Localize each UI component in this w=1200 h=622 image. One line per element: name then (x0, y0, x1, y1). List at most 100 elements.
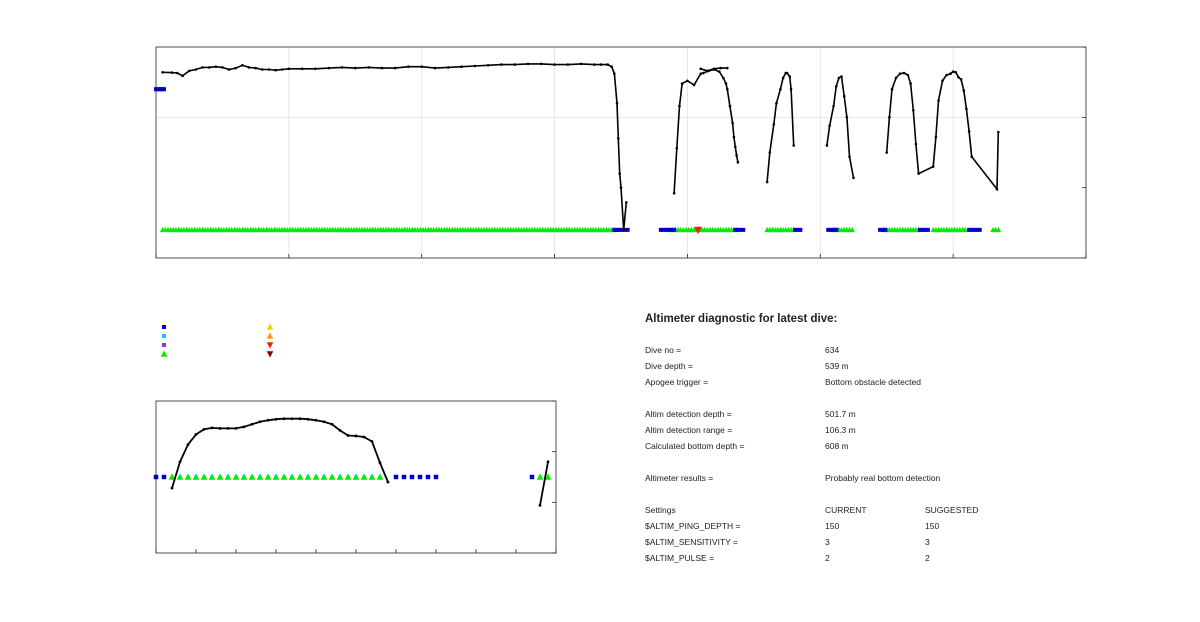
tde-no-return-marker (735, 227, 740, 232)
depth-point (407, 65, 410, 68)
depth-point (274, 68, 277, 72)
tde-no-return-marker (925, 227, 930, 232)
last-50-dives-chart (153, 400, 557, 554)
bod-real-return-marker (336, 473, 344, 480)
altimeter-diagnostic-panel: Altimeter diagnostic for latest dive: Di… (645, 313, 1165, 569)
depth-line (826, 75, 855, 178)
bod-real-return-marker (280, 473, 288, 480)
bod-real-return-marker (368, 473, 376, 480)
depth-point (736, 161, 740, 164)
bod-real-return-marker (296, 473, 304, 480)
results-value: Probably real bottom detection (825, 473, 941, 483)
legend (160, 323, 274, 358)
tde-no-return-marker (664, 227, 669, 232)
depth-line (539, 461, 549, 506)
tde-no-return-marker (622, 227, 627, 232)
depth-point (890, 87, 894, 91)
depth-point (338, 428, 342, 432)
depth-point (725, 66, 729, 70)
depth-point (267, 68, 271, 71)
depth-point (460, 65, 463, 68)
depth-point (772, 123, 776, 126)
tde-no-return-marker (672, 227, 677, 232)
tde-no-return-marker (741, 227, 746, 232)
pulse-current: 2 (825, 553, 830, 563)
depth-point (959, 78, 963, 81)
depth-point (380, 66, 384, 70)
bod-real-return-marker (544, 473, 552, 480)
depth-point (789, 87, 793, 91)
ping-depth-row: $ALTIM_PING_DEPTH = 150 150 (645, 521, 1165, 537)
depth-point (433, 66, 437, 70)
depth-point (362, 435, 366, 439)
legend-marker-bod-false-return (266, 332, 274, 339)
bod-real-return-marker (320, 473, 328, 480)
bod-real-return-marker (216, 473, 224, 480)
legend-marker-tde-real-return (162, 334, 166, 338)
top-axes (155, 46, 1087, 259)
tde-no-return-marker (161, 474, 167, 480)
tde-no-return-marker (625, 227, 630, 232)
depth-point (894, 76, 898, 80)
bod-real-return-marker (962, 226, 968, 233)
sensitivity-current: 3 (825, 537, 830, 547)
nvv-no-return-marker (694, 226, 702, 235)
depth-point (553, 63, 556, 66)
depth-point (965, 107, 968, 111)
legend-marker-tde-false-return (162, 343, 166, 347)
tde-no-return-marker (969, 227, 974, 232)
depth-point (473, 64, 477, 68)
depth-point (546, 460, 550, 464)
tde-no-return-marker (153, 474, 159, 480)
calc-bottom-label: Calculated bottom depth = (645, 441, 745, 451)
pulse-label: $ALTIM_PULSE = (645, 553, 715, 563)
sensitivity-row: $ALTIM_SENSITIVITY = 3 3 (645, 537, 1165, 553)
depth-point (194, 433, 198, 436)
depth-point (207, 66, 211, 69)
legend-marker-bod-possibly-false-return (266, 323, 274, 330)
depth-point (254, 66, 257, 70)
bod-real-return-marker (184, 473, 192, 480)
calc-bottom-value: 608 m (825, 441, 849, 451)
tde-no-return-marker (658, 227, 663, 232)
depth-point (393, 66, 397, 70)
depth-point (260, 68, 264, 71)
bod-real-return-marker (264, 473, 272, 480)
depth-point (226, 426, 230, 430)
tde-no-return-marker (828, 227, 833, 232)
depth-point (680, 82, 684, 85)
bod-real-return-marker (200, 473, 208, 480)
depth-point (954, 71, 958, 74)
depth-point (186, 443, 190, 446)
depth-point (622, 228, 625, 232)
depth-point (526, 62, 530, 66)
depth-point (765, 180, 769, 184)
settings-label: Settings (645, 505, 676, 515)
depth-point (995, 187, 999, 191)
legend-marker-bod-real-return (160, 350, 168, 357)
dive-no-value: 634 (825, 345, 840, 355)
depth-point (241, 63, 244, 67)
depth-point (181, 74, 184, 78)
full-mission-chart (154, 46, 1087, 259)
depth-point (731, 121, 734, 125)
depth-point (300, 67, 304, 71)
depth-point (962, 89, 966, 92)
bod-real-return-marker (304, 473, 312, 480)
depth-point (386, 480, 390, 484)
depth-point (842, 94, 846, 98)
legend-marker-nvv-not-pinging (266, 351, 274, 358)
depth-point (775, 101, 778, 105)
depth-point (378, 461, 382, 465)
depth-point (852, 176, 855, 180)
tde-no-return-marker (393, 474, 399, 480)
depth-point (247, 66, 251, 69)
depth-point (911, 109, 915, 112)
depth-point (258, 420, 262, 424)
depth-point (840, 75, 843, 78)
depth-point (848, 155, 851, 159)
depth-point (613, 72, 616, 76)
bod-real-return-marker (176, 473, 184, 480)
depth-point (712, 67, 716, 71)
depth-point (834, 85, 838, 88)
